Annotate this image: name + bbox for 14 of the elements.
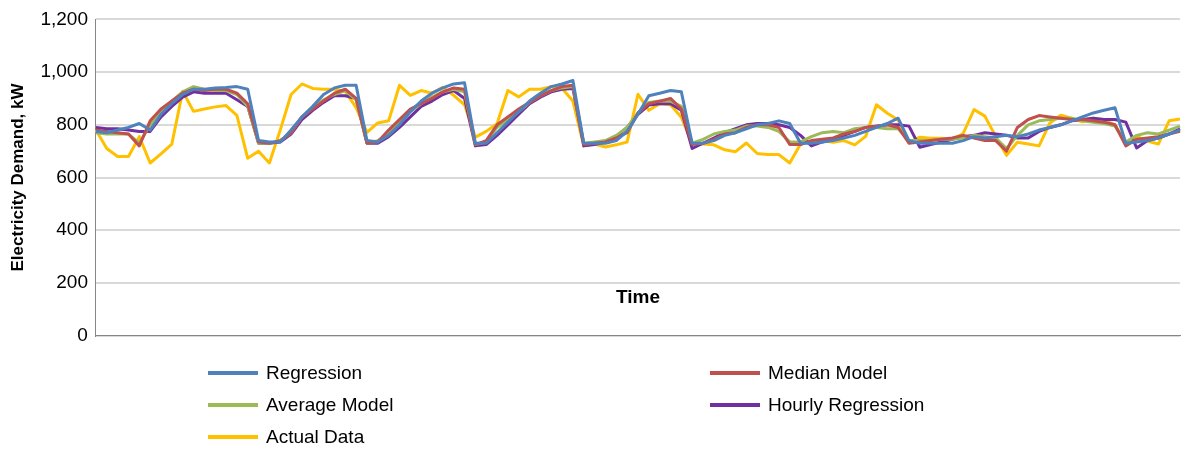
y-tick-label: 800: [56, 113, 88, 135]
legend-label: Hourly Regression: [768, 394, 925, 416]
y-tick-label: 200: [56, 271, 88, 293]
y-axis-title: Electricity Demand, kW: [7, 82, 27, 272]
y-tick-label: 1,000: [40, 60, 88, 82]
y-tick-label: 0: [77, 323, 88, 345]
legend-label: Average Model: [266, 394, 394, 416]
y-tick-label: 600: [56, 165, 88, 187]
legend-label: Actual Data: [266, 426, 365, 448]
x-axis-title: Time: [615, 285, 660, 307]
y-tick-label: 1,200: [40, 7, 88, 29]
y-tick-label: 400: [56, 218, 88, 240]
legend-label: Median Model: [768, 362, 888, 384]
legend-label: Regression: [266, 362, 363, 384]
